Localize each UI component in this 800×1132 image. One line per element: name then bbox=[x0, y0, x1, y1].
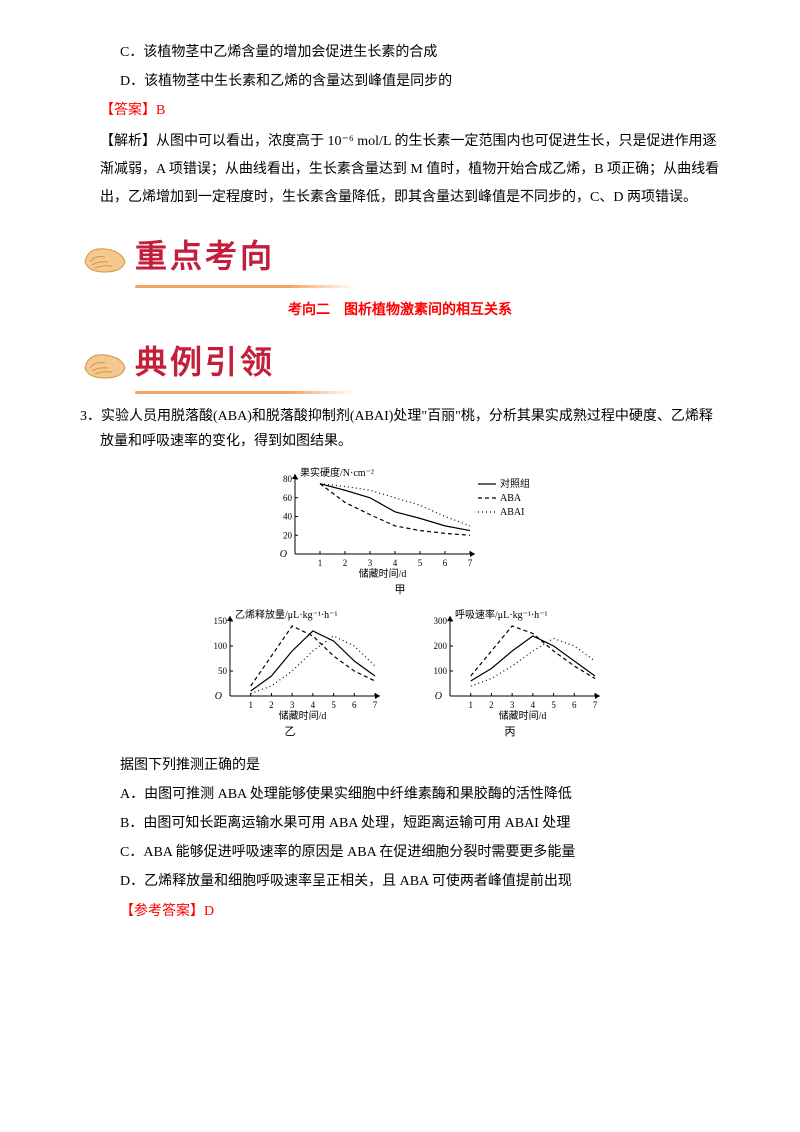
chart-3-svg: O 100 200 300 1 2 3 4 5 6 7 呼吸速率/μL·kg⁻¹·h⁻¹ 储藏时间/d bbox=[415, 606, 605, 721]
svg-text:7: 7 bbox=[593, 700, 598, 710]
question-3-prompt: 据图下列推测正确的是 bbox=[80, 753, 720, 778]
svg-text:3: 3 bbox=[368, 558, 373, 568]
svg-text:2: 2 bbox=[489, 700, 494, 710]
svg-text:4: 4 bbox=[393, 558, 398, 568]
svg-text:储藏时间/d: 储藏时间/d bbox=[499, 709, 547, 721]
svg-text:80: 80 bbox=[283, 474, 293, 484]
question-text: 实验人员用脱落酸(ABA)和脱落酸抑制剂(ABAI)处理"百丽"桃，分析其果实成… bbox=[100, 409, 713, 449]
chart-1-svg: O 20 40 60 80 1 2 3 4 5 6 7 果实硬度/N·cm⁻² 储藏时间/d 对照组 ABA A… bbox=[260, 464, 540, 579]
option-3a: A．由图可推测 ABA 处理能够使果实细胞中纤维素酶和果胶酶的活性降低 bbox=[80, 782, 720, 807]
svg-text:6: 6 bbox=[443, 558, 448, 568]
question-3: 3．实验人员用脱落酸(ABA)和脱落酸抑制剂(ABAI)处理"百丽"桃，分析其果… bbox=[80, 404, 720, 454]
chart-2-svg: O 50 100 150 1 2 3 4 5 6 7 乙烯释放量/μL·kg⁻¹·h⁻¹ 储藏时间/d bbox=[195, 606, 385, 721]
svg-text:O: O bbox=[280, 549, 287, 560]
svg-text:2: 2 bbox=[269, 700, 274, 710]
svg-text:6: 6 bbox=[352, 700, 357, 710]
section-title: 考向二 图析植物激素间的相互关系 bbox=[80, 298, 720, 323]
question-num: 3． bbox=[80, 409, 101, 424]
chart-yi: O501001501234567乙烯释放量/μL·kg⁻¹·h⁻¹储藏时间/d … bbox=[195, 606, 385, 743]
svg-text:100: 100 bbox=[214, 641, 228, 651]
option-3c: C．ABA 能够促进呼吸速率的原因是 ABA 在促进细胞分裂时需要更多能量 bbox=[80, 840, 720, 865]
chart-3-caption: 丙 bbox=[415, 723, 605, 743]
chart-bing: O1002003001234567呼吸速率/μL·kg⁻¹·h⁻¹储藏时间/d … bbox=[415, 606, 605, 743]
shell-icon bbox=[80, 237, 130, 277]
svg-text:40: 40 bbox=[283, 512, 293, 522]
chart-jia: O 20 40 60 80 1 2 3 4 5 6 7 果实硬度/N·cm⁻² 储藏时间/d 对照组 ABA A… bbox=[260, 464, 540, 601]
svg-text:50: 50 bbox=[218, 666, 228, 676]
svg-text:乙烯释放量/μL·kg⁻¹·h⁻¹: 乙烯释放量/μL·kg⁻¹·h⁻¹ bbox=[235, 608, 337, 621]
svg-text:20: 20 bbox=[283, 530, 293, 540]
svg-text:5: 5 bbox=[418, 558, 423, 568]
svg-text:ABA: ABA bbox=[500, 493, 522, 504]
svg-text:储藏时间/d: 储藏时间/d bbox=[279, 709, 327, 721]
svg-text:2: 2 bbox=[343, 558, 348, 568]
option-d: D．该植物茎中生长素和乙烯的含量达到峰值是同步的 bbox=[80, 69, 720, 94]
svg-text:1: 1 bbox=[468, 700, 473, 710]
option-3d: D．乙烯释放量和细胞呼吸速率呈正相关，且 ABA 可使两者峰值提前出现 bbox=[80, 869, 720, 894]
svg-text:ABAI: ABAI bbox=[500, 507, 524, 518]
svg-text:1: 1 bbox=[318, 558, 323, 568]
svg-text:1: 1 bbox=[248, 700, 253, 710]
option-c: C．该植物茎中乙烯含量的增加会促进生长素的合成 bbox=[80, 40, 720, 65]
svg-text:5: 5 bbox=[551, 700, 556, 710]
svg-text:300: 300 bbox=[434, 616, 448, 626]
svg-text:5: 5 bbox=[331, 700, 336, 710]
chart-2-caption: 乙 bbox=[195, 723, 385, 743]
svg-text:100: 100 bbox=[434, 666, 448, 676]
analysis-text: 【解析】从图中可以看出，浓度高于 10⁻⁶ mol/L 的生长素一定范围内也可促… bbox=[80, 128, 720, 212]
svg-text:储藏时间/d: 储藏时间/d bbox=[359, 567, 407, 579]
svg-text:4: 4 bbox=[311, 700, 316, 710]
answer-3: 【参考答案】D bbox=[80, 899, 720, 924]
option-3b: B．由图可知长距离运输水果可用 ABA 处理，短距离运输可用 ABAI 处理 bbox=[80, 811, 720, 836]
svg-text:呼吸速率/μL·kg⁻¹·h⁻¹: 呼吸速率/μL·kg⁻¹·h⁻¹ bbox=[455, 608, 547, 621]
svg-text:7: 7 bbox=[468, 558, 473, 568]
svg-text:150: 150 bbox=[214, 616, 228, 626]
shell-icon bbox=[80, 343, 130, 383]
banner-key-direction: 重点考向 bbox=[80, 232, 720, 282]
banner-example: 典例引领 bbox=[80, 338, 720, 388]
svg-text:果实硬度/N·cm⁻²: 果实硬度/N·cm⁻² bbox=[300, 466, 374, 479]
svg-text:对照组: 对照组 bbox=[500, 477, 530, 490]
svg-text:O: O bbox=[435, 691, 442, 702]
svg-text:3: 3 bbox=[290, 700, 295, 710]
svg-text:3: 3 bbox=[510, 700, 515, 710]
banner-text-2: 典例引领 bbox=[135, 334, 275, 392]
svg-text:O: O bbox=[215, 691, 222, 702]
chart-area: O 20 40 60 80 1 2 3 4 5 6 7 果实硬度/N·cm⁻² 储藏时间/d 对照组 ABA A… bbox=[80, 464, 720, 743]
chart-1-caption: 甲 bbox=[260, 581, 540, 601]
svg-text:200: 200 bbox=[434, 641, 448, 651]
svg-text:4: 4 bbox=[531, 700, 536, 710]
answer-label: 【答案】B bbox=[80, 98, 720, 123]
banner-text-1: 重点考向 bbox=[135, 228, 275, 286]
svg-text:7: 7 bbox=[373, 700, 378, 710]
svg-text:6: 6 bbox=[572, 700, 577, 710]
svg-text:60: 60 bbox=[283, 493, 293, 503]
